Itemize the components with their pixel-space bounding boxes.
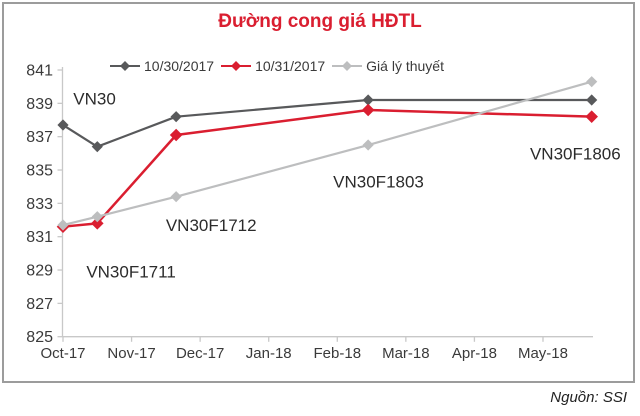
- chart-legend: 10/30/2017 10/31/2017 Giá lý thuyết: [110, 58, 444, 74]
- data-point-marker-2-3: [362, 139, 374, 151]
- annotation-label: VN30F1711: [86, 263, 175, 282]
- legend-item-0: 10/30/2017: [110, 58, 214, 74]
- series-line-0: [62, 98, 592, 148]
- x-tick-label: Feb-18: [314, 345, 362, 362]
- data-point-marker-2-1: [91, 211, 103, 223]
- y-tick-label: 835: [26, 163, 53, 180]
- data-point-marker-0-2: [170, 111, 182, 123]
- data-point-marker-2-0: [57, 219, 69, 231]
- x-tick-label: Oct-17: [40, 345, 85, 362]
- legend-marker-icon: [221, 61, 252, 71]
- legend-item-2: Giá lý thuyết: [332, 58, 444, 74]
- y-tick-label: 841: [26, 63, 53, 80]
- legend-diamond-icon: [342, 61, 353, 71]
- y-tick-label: 837: [26, 129, 53, 146]
- annotation-label: VN30: [73, 89, 116, 108]
- y-tick-label: 831: [26, 229, 53, 246]
- legend-diamond-icon: [231, 61, 242, 71]
- y-tick-label: 839: [26, 96, 53, 113]
- data-point-marker-1-4: [585, 110, 598, 123]
- annotation-label: VN30F1803: [333, 173, 424, 192]
- legend-item-label: 10/31/2017: [255, 58, 326, 74]
- legend-item-label: Giá lý thuyết: [366, 58, 444, 74]
- x-tick-label: Nov-17: [107, 345, 155, 362]
- series-line-1: [62, 108, 592, 228]
- legend-item-1: 10/31/2017: [221, 58, 325, 74]
- data-point-marker-0-3: [362, 94, 374, 106]
- legend-marker-icon: [332, 61, 363, 71]
- x-tick-label: Apr-18: [452, 345, 497, 362]
- chart-frame: [2, 2, 635, 383]
- y-tick-label: 829: [26, 263, 53, 280]
- annotation-label: VN30F1712: [166, 216, 257, 235]
- chart-title: Đường cong giá HĐTL: [218, 11, 422, 32]
- data-point-marker-1-1: [90, 217, 104, 230]
- annotation-label: VN30F1806: [530, 144, 621, 163]
- data-point-marker-1-2: [169, 128, 183, 142]
- x-tick-label: Jan-18: [246, 345, 292, 362]
- data-point-marker-2-2: [170, 191, 182, 203]
- x-tick-label: Mar-18: [382, 345, 430, 362]
- legend-marker-icon: [110, 61, 140, 71]
- legend-diamond-icon: [120, 61, 130, 71]
- x-tick-label: May-18: [518, 345, 568, 362]
- y-tick-label: 833: [26, 196, 53, 213]
- data-point-marker-2-4: [586, 76, 598, 88]
- y-tick-label: 827: [26, 296, 53, 313]
- data-point-marker-0-0: [57, 119, 69, 131]
- data-point-marker-0-1: [91, 141, 103, 153]
- x-tick-label: Dec-17: [176, 345, 224, 362]
- legend-item-label: 10/30/2017: [144, 58, 215, 74]
- data-point-marker-1-3: [361, 103, 375, 117]
- y-tick-label: 825: [26, 329, 53, 346]
- source-caption: Nguồn: SSI: [550, 389, 627, 406]
- data-point-marker-0-4: [586, 94, 598, 106]
